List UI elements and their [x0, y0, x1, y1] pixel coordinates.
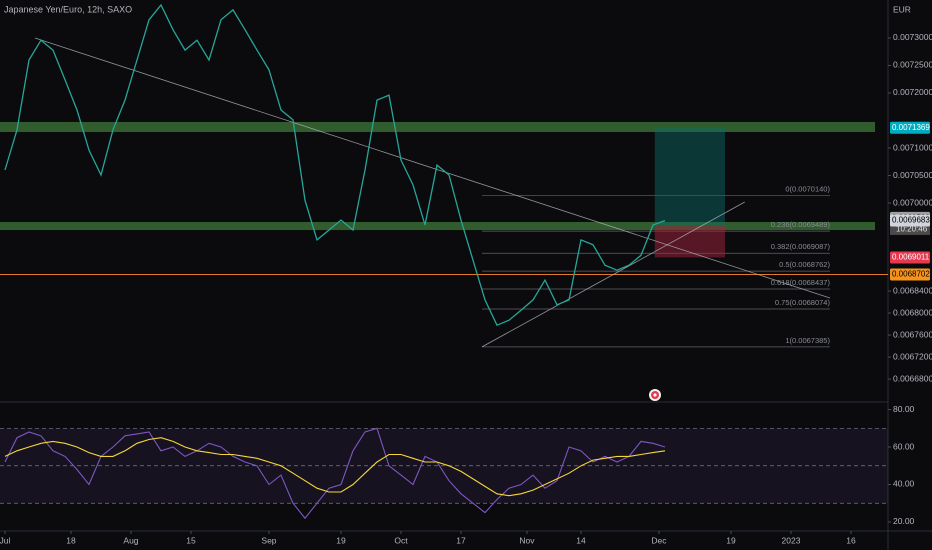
- y-tick-label: 20.00: [893, 516, 915, 526]
- chart-title: Japanese Yen/Euro, 12h, SAXO: [4, 4, 132, 14]
- indicator-line: [4, 427, 666, 520]
- y-tick-label: 0.0071000: [893, 142, 932, 152]
- fib-label: 0.75(0.0068074): [775, 298, 831, 307]
- y-tick-label: 0.0067200: [893, 351, 932, 361]
- event-icon-dot: [653, 393, 657, 397]
- price-tag-label: 0.0071369: [892, 123, 930, 132]
- fib-label: 0.618(0.0068437): [771, 278, 831, 287]
- x-tick-label: 14: [576, 535, 586, 545]
- x-tick-label: Oct: [394, 535, 408, 545]
- trendline: [481, 201, 745, 348]
- trendline: [34, 37, 831, 299]
- y-tick-label: 80.00: [893, 404, 915, 414]
- y-tick-label: 0.0070500: [893, 170, 932, 180]
- x-tick-label: 15: [186, 535, 196, 545]
- y-tick-label: 0.0066800: [893, 373, 932, 383]
- price-tag: [890, 214, 930, 227]
- y-tick-label: 0.0073000: [893, 32, 932, 42]
- price-tag: [890, 251, 930, 264]
- y-tick-label: 0.0070000: [893, 197, 932, 207]
- y-tick-label: 40.00: [893, 479, 915, 489]
- x-tick-label: 18: [66, 535, 76, 545]
- y-tick-label: 0.0067600: [893, 329, 932, 339]
- x-tick-label: Dec: [651, 535, 667, 545]
- fib-label: 0.236(0.0069489): [771, 220, 831, 229]
- price-tag-label: 0.0068702: [892, 270, 930, 279]
- y-tick-label: 0.0068000: [893, 307, 932, 317]
- price-line: [4, 3, 666, 327]
- zone: [0, 121, 875, 132]
- zone: [0, 222, 875, 231]
- countdown: 10:20:46: [896, 225, 928, 234]
- x-tick-label: Jul: [0, 535, 11, 545]
- x-tick-label: Sep: [261, 535, 276, 545]
- indicator-line: [4, 437, 666, 497]
- price-tag: [890, 121, 930, 134]
- price-tag-label: 0.0069683: [892, 216, 930, 225]
- countdown-bg: [890, 223, 930, 235]
- fib-label: 1(0.0067385): [785, 336, 830, 345]
- x-tick-label: 17: [456, 535, 466, 545]
- x-tick-label: 16: [846, 535, 856, 545]
- y-tick-label: 0.0072500: [893, 60, 932, 70]
- x-tick-label: 2023: [782, 535, 801, 545]
- fib-label: 0(0.0070140): [785, 184, 830, 193]
- y-tick-label: 0.0068400: [893, 285, 932, 295]
- fib-label: 0.382(0.0069087): [771, 242, 831, 251]
- axis-label: EUR: [893, 4, 911, 14]
- price-tag: [890, 268, 930, 281]
- x-tick-label: Nov: [519, 535, 535, 545]
- x-tick-label: 19: [726, 535, 736, 545]
- y-tick-label: 0.0072000: [893, 87, 932, 97]
- y-tick-label: 60.00: [893, 441, 915, 451]
- price-tag-label: 0.0069011: [892, 253, 930, 262]
- x-tick-label: Aug: [123, 535, 138, 545]
- x-tick-label: 19: [336, 535, 346, 545]
- fib-label: 0.5(0.0068762): [779, 260, 830, 269]
- position-target: [654, 127, 725, 226]
